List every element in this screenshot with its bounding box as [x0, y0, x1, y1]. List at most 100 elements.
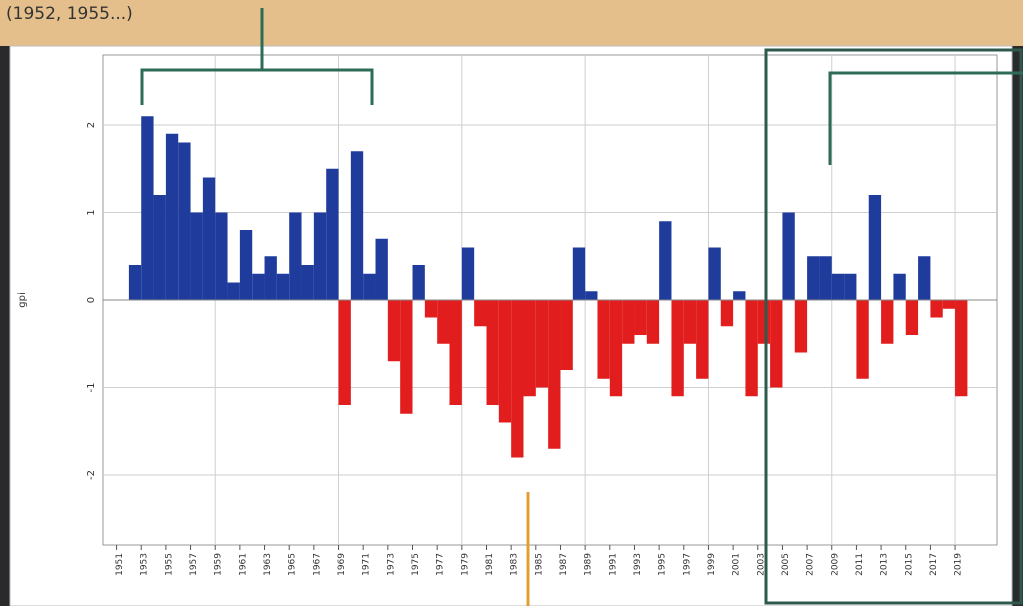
bar: [412, 265, 425, 300]
annotations: [140, 8, 1023, 606]
bar: [486, 300, 499, 405]
bar: [424, 300, 438, 318]
x-tick-label: 1953: [140, 553, 150, 576]
bar: [770, 300, 783, 388]
bar: [597, 300, 610, 379]
bar: [461, 247, 475, 300]
bar: [252, 273, 265, 300]
x-tick-label: 1961: [238, 553, 248, 576]
x-tick-label: 1967: [312, 553, 322, 576]
y-tick-label: -2: [86, 470, 97, 480]
bar: [757, 300, 771, 344]
bar: [930, 300, 943, 318]
bar: [918, 256, 931, 300]
x-tick-label: 1995: [658, 553, 668, 576]
x-tick-label: 1957: [189, 553, 199, 576]
bar: [782, 212, 795, 300]
x-tick-label: 2003: [756, 553, 766, 576]
x-tick-label: 2007: [806, 553, 816, 576]
x-tick-label: 1997: [682, 553, 692, 576]
x-tick-label: 1981: [485, 553, 495, 576]
x-tick-label: 2015: [904, 553, 914, 576]
bar: [400, 300, 413, 414]
bar: [363, 273, 376, 300]
bar: [202, 177, 216, 300]
bar: [387, 300, 401, 362]
bar: [720, 300, 734, 327]
bar: [794, 300, 808, 353]
bar: [264, 256, 277, 300]
bar: [696, 300, 709, 379]
bar: [585, 291, 598, 300]
bar: [646, 300, 660, 344]
bar: [338, 300, 351, 405]
highlight-box: [764, 48, 1023, 605]
x-tick-label: 1969: [337, 553, 347, 576]
bar: [881, 300, 894, 344]
x-tick-label: 2001: [732, 553, 742, 576]
bar: [807, 256, 820, 300]
bar: [227, 282, 240, 300]
bar: [313, 212, 327, 300]
bar: [708, 247, 721, 300]
bar: [289, 212, 302, 300]
x-tick-label: 1987: [559, 553, 569, 576]
bar: [856, 300, 869, 379]
annotation-strip: [0, 0, 1023, 46]
y-tick-label: -1: [86, 383, 97, 393]
annotation-text: (1952, 1955...): [6, 4, 133, 24]
bar: [671, 300, 684, 397]
bar: [733, 291, 746, 300]
bar: [511, 300, 524, 458]
bar: [942, 300, 956, 309]
bar: [276, 273, 290, 300]
x-tick-label: 1999: [707, 553, 717, 576]
plot: -2 -1 0 1 2 1951 1953 1955 1957 1959 1961 1963 1965 1…: [86, 55, 997, 576]
x-tick-label: 2011: [855, 553, 865, 576]
bar: [128, 265, 142, 300]
bar: [498, 300, 512, 423]
x-tick-label: 1983: [510, 553, 520, 576]
bar: [437, 300, 450, 344]
y-axis-label: gpi: [17, 292, 28, 307]
x-tick-label: 1973: [386, 553, 396, 576]
bar: [745, 300, 758, 397]
bar: [905, 300, 919, 335]
bar: [844, 273, 857, 300]
bar: [375, 238, 388, 300]
y-tick-label: 2: [86, 122, 97, 128]
bar: [239, 230, 253, 300]
bar: [523, 300, 536, 397]
bar: [831, 273, 845, 300]
x-tick-label: 1977: [436, 553, 446, 576]
pointer-line: [828, 71, 1023, 165]
x-tick-label: 1959: [214, 553, 224, 576]
bar: [893, 273, 906, 300]
bracket: [140, 68, 374, 105]
bar: [301, 265, 314, 300]
y-tick-label: 0: [86, 297, 97, 303]
x-tick-label: 2009: [830, 553, 840, 576]
bar: [659, 221, 672, 300]
x-tick-label: 1951: [115, 553, 125, 576]
x-tick-label: 2019: [954, 553, 964, 576]
x-tick-label: 2013: [880, 553, 890, 576]
bar: [350, 151, 364, 300]
bar: [868, 195, 882, 300]
bar: [634, 300, 647, 335]
bar: [165, 133, 179, 300]
bar: [449, 300, 462, 405]
x-tick-label: 2017: [929, 553, 939, 576]
x-tick-label: 1989: [584, 553, 594, 576]
x-tick-label: 1975: [411, 553, 421, 576]
bar: [548, 300, 561, 449]
bar: [535, 300, 549, 388]
bar: [215, 212, 228, 300]
bar: [683, 300, 697, 344]
x-tick-label: 1991: [608, 553, 618, 576]
bar: [190, 212, 203, 300]
x-tick-label: 1971: [362, 553, 372, 576]
bar: [153, 195, 166, 300]
